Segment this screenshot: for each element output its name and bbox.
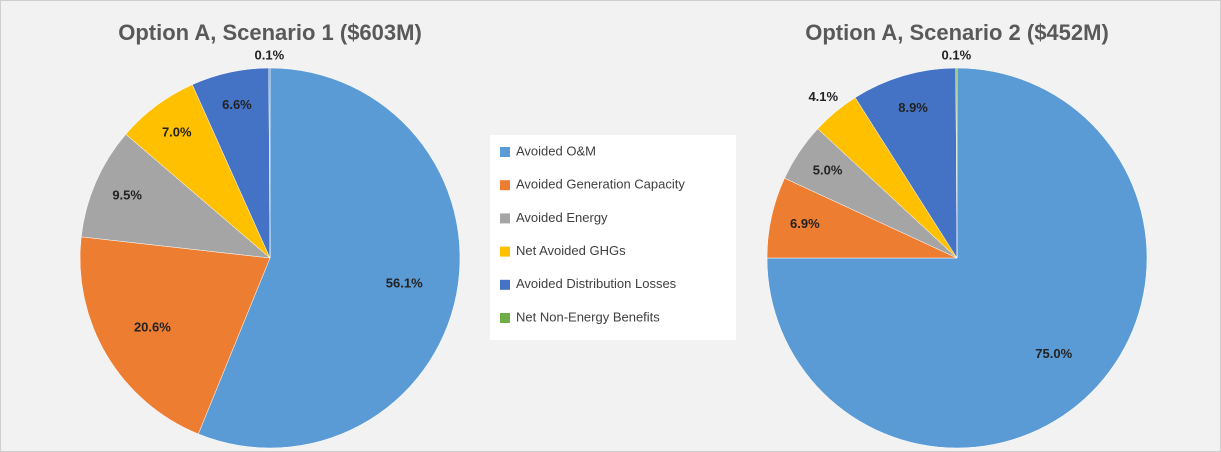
data-label: 56.1% [386, 276, 423, 291]
pie-slice [854, 67, 958, 259]
data-label: 20.6% [134, 319, 171, 334]
legend-swatch [500, 313, 510, 323]
data-label: 0.1% [942, 47, 972, 62]
legend-label: Avoided Generation Capacity [516, 177, 685, 192]
data-label: 75.0% [1035, 346, 1072, 361]
data-label: 4.1% [808, 89, 838, 104]
pie-slice [268, 67, 271, 259]
legend-label: Avoided O&M [516, 143, 596, 158]
data-label: 0.1% [255, 47, 285, 62]
pie-slice [80, 133, 271, 259]
legend-swatch [500, 213, 510, 224]
legend-swatch [500, 279, 510, 290]
data-label: 9.5% [112, 187, 142, 202]
data-label: 7.0% [162, 125, 192, 140]
chart-title: Option A, Scenario 1 ($603M) [118, 20, 422, 45]
legend-label: Avoided Distribution Losses [516, 276, 677, 291]
legend-swatch [500, 180, 510, 191]
data-label: 8.9% [898, 100, 928, 115]
legend-swatch [500, 246, 510, 257]
data-label: 6.9% [790, 216, 820, 231]
pie-slice [79, 236, 271, 435]
pie-slice [955, 67, 958, 259]
legend-label: Net Avoided GHGs [516, 243, 626, 258]
legend-box [490, 135, 736, 340]
legend-swatch [500, 147, 510, 157]
pie-slice [197, 67, 461, 449]
data-label: 5.0% [813, 163, 843, 178]
legend-label: Net Non-Energy Benefits [516, 309, 660, 324]
chart-title: Option A, Scenario 2 ($452M) [805, 20, 1109, 45]
data-label: 6.6% [222, 97, 252, 112]
legend-label: Avoided Energy [516, 210, 608, 225]
